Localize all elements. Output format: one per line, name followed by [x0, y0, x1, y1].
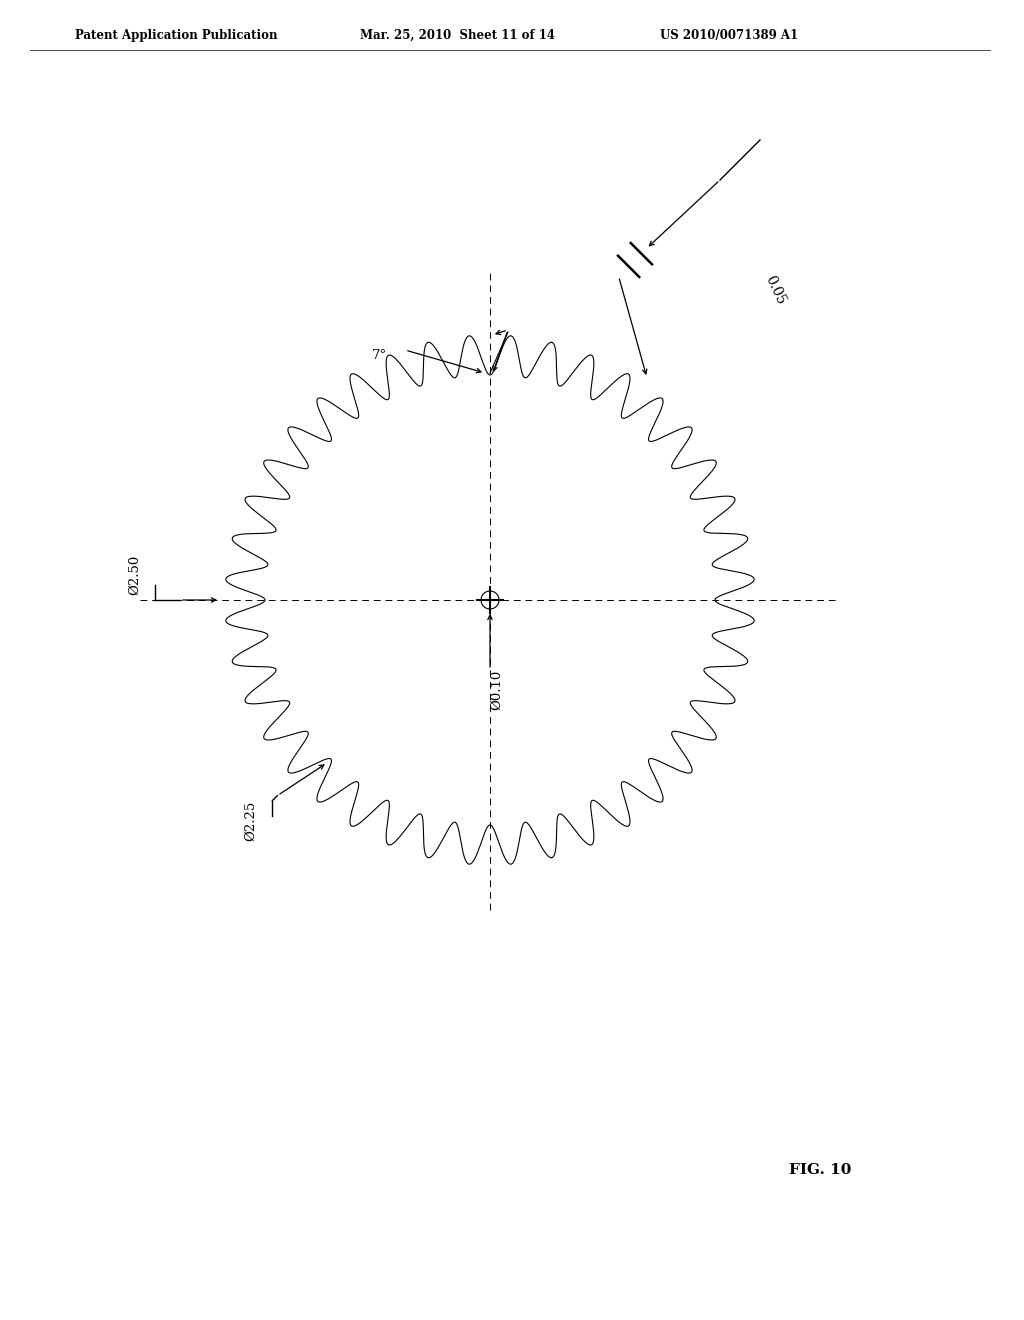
Text: FIG. 10: FIG. 10: [788, 1163, 851, 1177]
Text: Patent Application Publication: Patent Application Publication: [75, 29, 278, 41]
Text: 0.05: 0.05: [762, 273, 787, 306]
Text: US 2010/0071389 A1: US 2010/0071389 A1: [660, 29, 798, 41]
Text: Ø2.50: Ø2.50: [128, 554, 141, 595]
Text: Mar. 25, 2010  Sheet 11 of 14: Mar. 25, 2010 Sheet 11 of 14: [360, 29, 555, 41]
Text: 7°: 7°: [372, 348, 387, 362]
Text: Ø0.10: Ø0.10: [490, 671, 504, 710]
Text: Ø2.25: Ø2.25: [244, 801, 257, 841]
